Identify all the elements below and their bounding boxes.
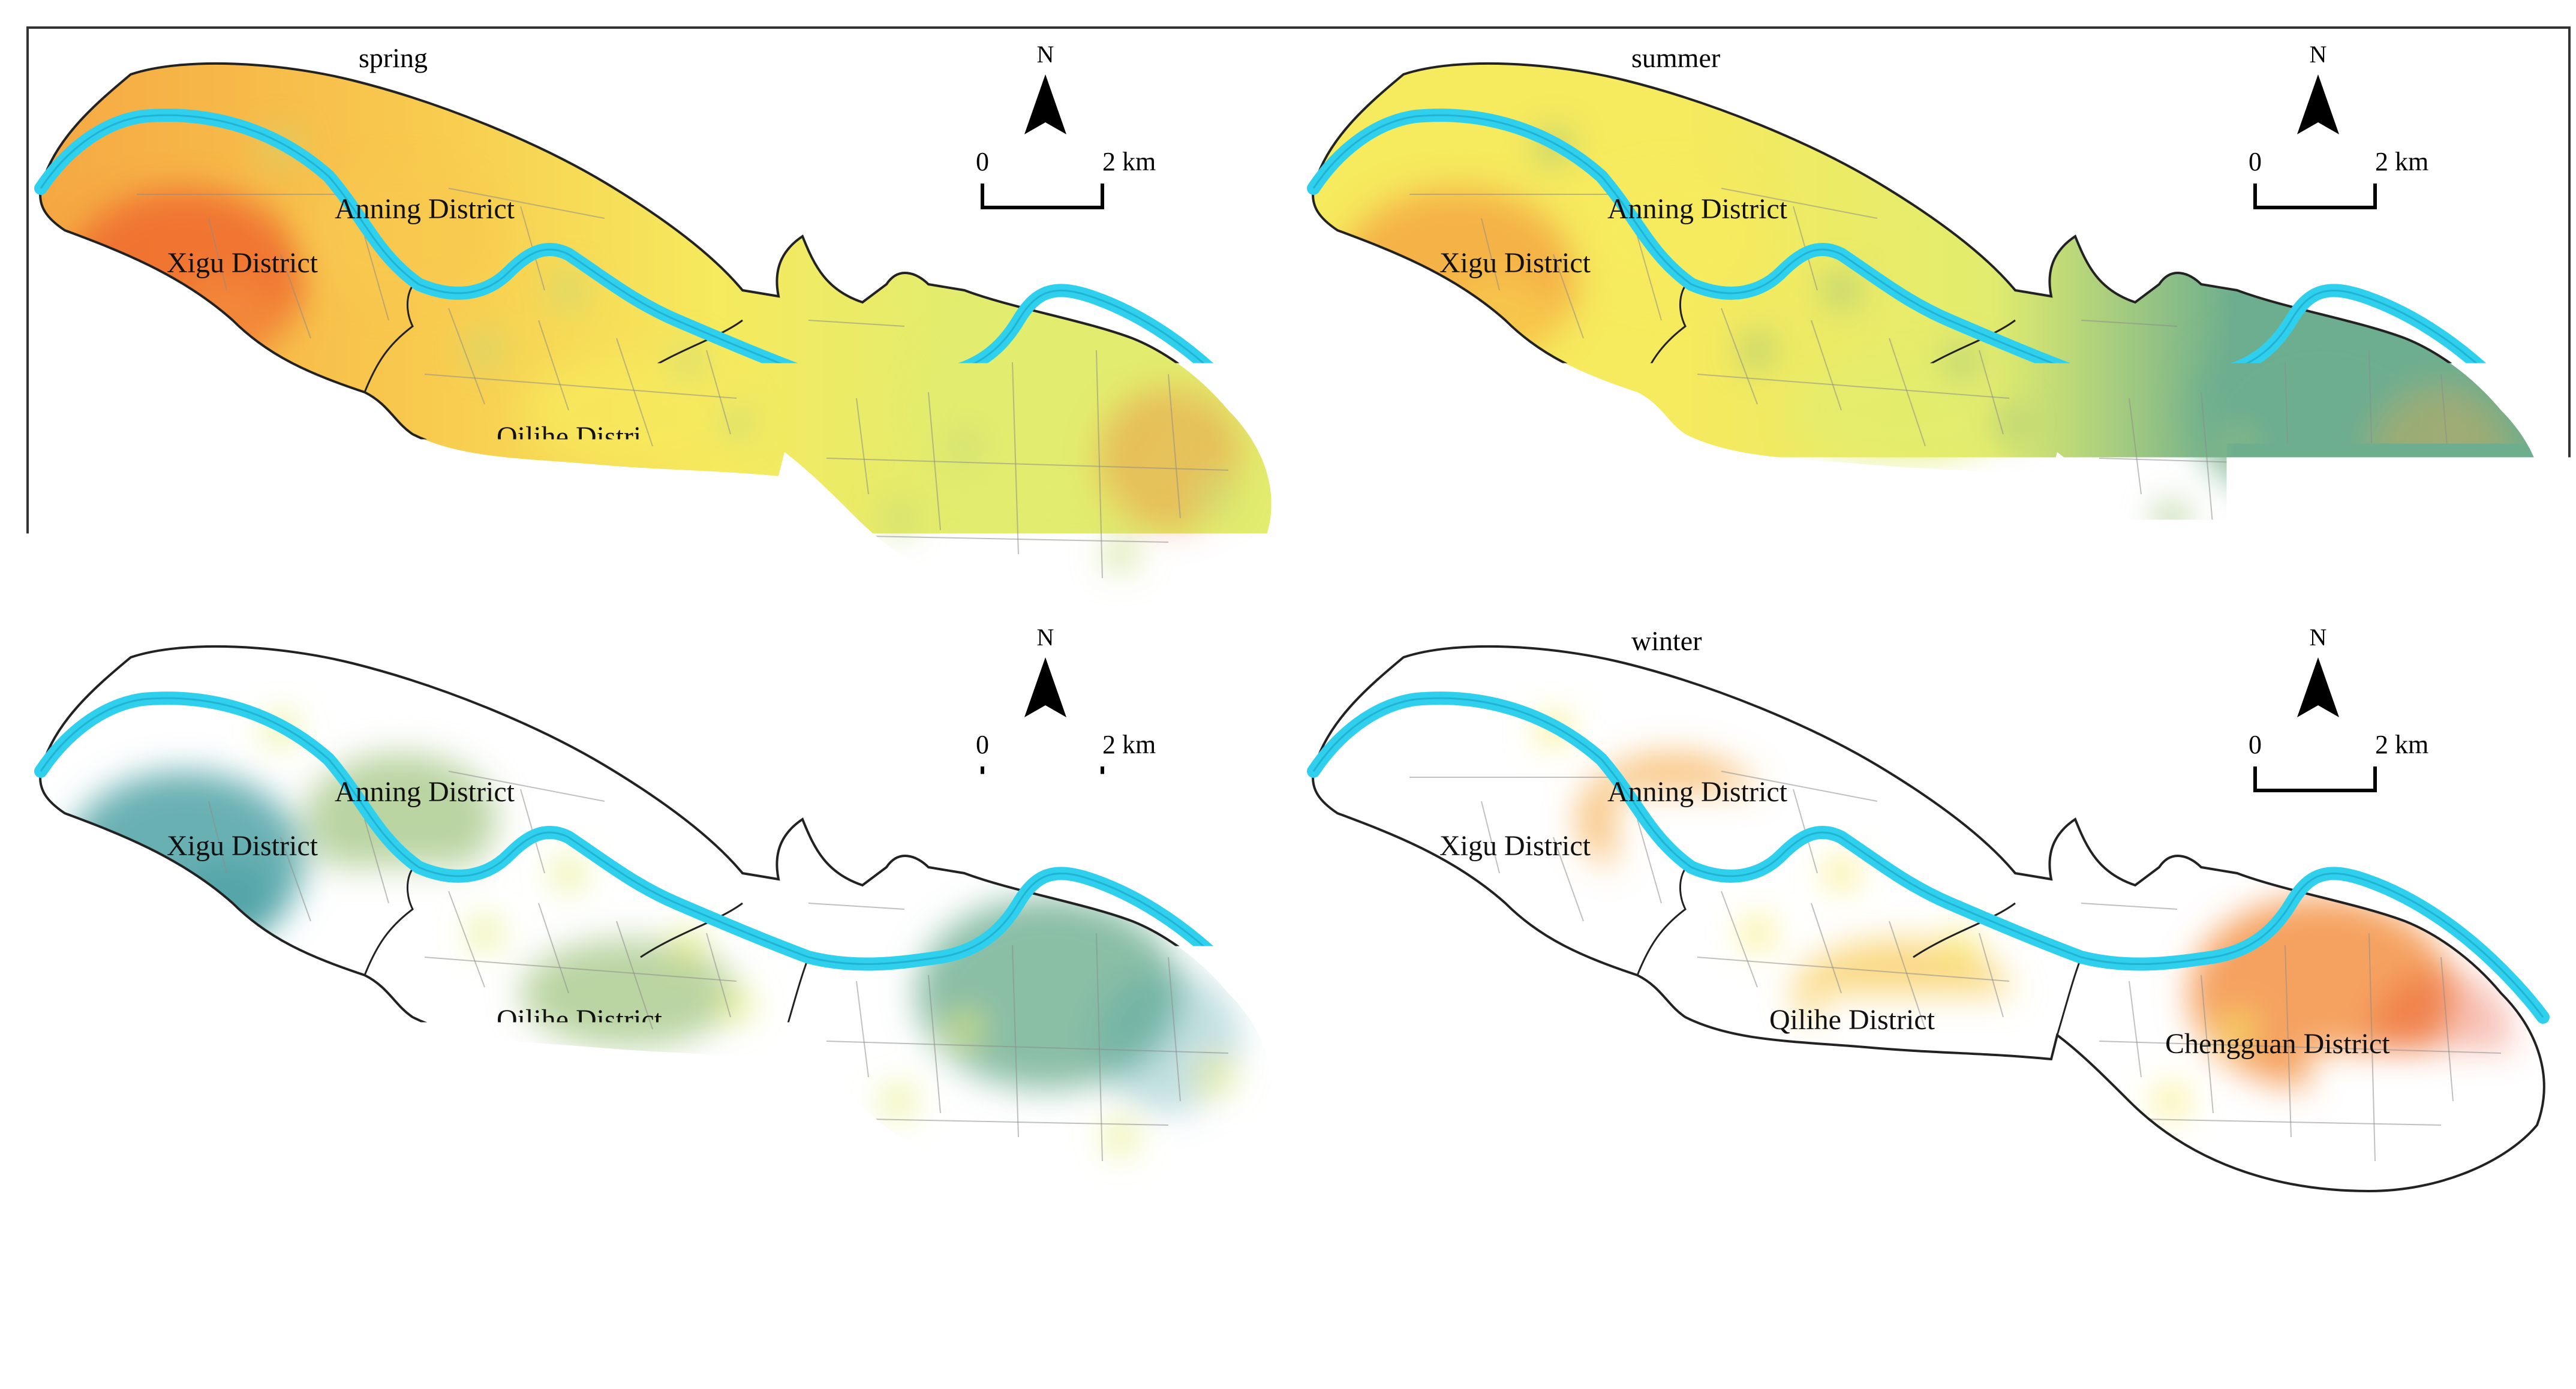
district-label: Qilihe District <box>1769 1004 1935 1036</box>
aqi-swatch <box>954 1259 992 1287</box>
aqi-swatch <box>954 1205 992 1233</box>
map-panel-spring: Xigu District Anning District Qilihe Distr… <box>29 38 1300 614</box>
aqi-swatch <box>2043 1205 2081 1233</box>
aqi-swatch <box>2043 1259 2081 1287</box>
district-label: Anning District <box>335 776 515 808</box>
aqi-swatch <box>1817 1205 1856 1233</box>
svg-text:2 km: 2 km <box>2375 730 2428 759</box>
svg-text:0: 0 <box>976 730 989 759</box>
aqi-class-label: 70 - 72 <box>996 1203 1101 1240</box>
map-panel-winter: Xigu District Anning District Qilihe Distr… <box>1301 621 2573 1197</box>
yellow-river-label: Yellow River <box>139 1249 337 1286</box>
aqi-swatch <box>2307 1259 2345 1287</box>
aqi-class-label: 93 - 95 <box>1859 1203 1965 1240</box>
scale-bar: 0 2 km <box>2237 723 2453 801</box>
district-label: Anning District <box>1607 193 1788 225</box>
street-boundary-swatch <box>380 1204 438 1232</box>
svg-text:0: 0 <box>976 147 989 176</box>
aqi-swatch <box>1206 1259 1244 1287</box>
district-label: Xigu District <box>1439 830 1591 862</box>
district-label: Chengguan District <box>892 445 1117 477</box>
svg-text:2 km: 2 km <box>2375 147 2428 176</box>
aqi-map: Xigu District Anning District Qilihe Distr… <box>29 621 1300 1197</box>
svg-text:N: N <box>2310 41 2327 68</box>
north-arrow-icon: N <box>2285 38 2351 140</box>
svg-text:N: N <box>1037 624 1054 651</box>
svg-text:2 km: 2 km <box>1102 147 1156 176</box>
caption-letter: a <box>1277 1317 1299 1366</box>
aqi-swatch <box>1817 1259 1856 1287</box>
district-label: Anning District <box>335 193 515 225</box>
aqi-swatch <box>1399 1259 1437 1287</box>
district-label: Xigu District <box>167 830 318 862</box>
aqi-map: Xigu District Anning District Qilihe Distr… <box>29 38 1300 614</box>
district-label: Xigu District <box>167 247 318 279</box>
svg-text:N: N <box>1037 41 1054 68</box>
district-boundary-swatch <box>380 1257 438 1285</box>
scale-bar: 0 2 km <box>964 140 1180 218</box>
season-title: spring <box>359 42 428 74</box>
north-arrow-icon: N <box>2285 621 2351 723</box>
scale-bar: 0 2 km <box>964 723 1180 801</box>
map-panel-summer: Xigu District Anning District Qilihe Distr… <box>1301 38 2573 614</box>
district-label: Chengguan District <box>892 1028 1117 1060</box>
svg-text:0: 0 <box>2249 147 2262 176</box>
aqi-class-label: 102 - 104 <box>2085 1257 2228 1294</box>
district-label: Chengguan District <box>2165 1028 2390 1060</box>
district-label: Anning District <box>1607 776 1788 808</box>
aqi-swatch <box>1399 1205 1437 1233</box>
aqi-class-label: 105 - 107 <box>2349 1257 2491 1294</box>
svg-text:2 km: 2 km <box>1102 730 1156 759</box>
legend-title: Legend <box>79 1198 163 1229</box>
district-boundary-label: Distric boundary <box>440 1256 691 1293</box>
aqi-swatch <box>757 1259 795 1287</box>
season-title: winter <box>1631 625 1702 657</box>
district-label: Xigu District <box>1439 247 1591 279</box>
aqi-map: Xigu District Anning District Qilihe Distr… <box>1301 621 2573 1197</box>
svg-text:N: N <box>2310 624 2327 651</box>
district-label: Qilihe District <box>497 421 663 453</box>
aqi-class-label: 88 - 90 <box>1661 1203 1767 1240</box>
district-label: Chengguan District <box>2165 445 2390 477</box>
svg-text:0: 0 <box>2249 730 2262 759</box>
district-label: Qilihe District <box>1769 421 1935 453</box>
aqi-class-label: 91 - 92 <box>1661 1257 1767 1294</box>
aqi-swatch <box>1206 1205 1244 1233</box>
aqi-class-label: 79 - 81 <box>1248 1257 1353 1294</box>
aqi-class-label: 85 - 87 <box>1441 1257 1546 1294</box>
district-label: Qilihe District <box>497 1004 663 1036</box>
north-arrow-icon: N <box>1012 621 1078 723</box>
aqi-class-label: 96 - 98 <box>1859 1257 1965 1294</box>
aqi-swatch <box>1619 1259 1658 1287</box>
street-boundary-label: Street boundary <box>440 1201 677 1238</box>
aqi-swatch <box>1619 1205 1658 1233</box>
aqi-class-label: 82 - 84 <box>1441 1203 1546 1240</box>
map-panel-autumn: Xigu District Anning District Qilihe Distr… <box>29 621 1300 1197</box>
scale-bar: 0 2 km <box>2237 140 2453 218</box>
aqi-class-label: 76 - 78 <box>1248 1203 1353 1240</box>
north-arrow-icon: N <box>1012 38 1078 140</box>
aqi-map: Xigu District Anning District Qilihe Distr… <box>1301 38 2573 614</box>
yellow-river-swatch <box>79 1247 137 1275</box>
season-title: autumn <box>359 625 441 657</box>
aqi-class-label: 99 - 101 <box>2085 1203 2209 1240</box>
aqi-class-label: 68 - 69 <box>799 1257 904 1294</box>
season-title: summer <box>1631 42 1720 74</box>
aqi-title: AQI <box>763 1199 813 1230</box>
figure-caption: (a) <box>0 1316 2576 1367</box>
aqi-class-label: 73 - 75 <box>996 1257 1101 1294</box>
